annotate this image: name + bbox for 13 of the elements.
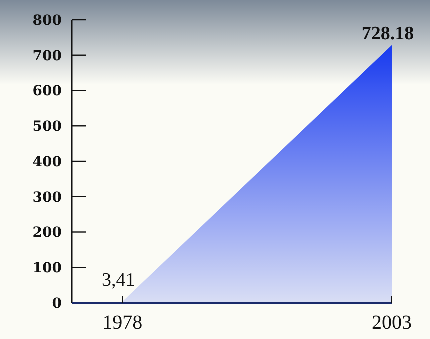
y-tick-label: 700 (32, 48, 62, 64)
x-tick-label: 2003 (372, 312, 412, 334)
y-tick-label: 300 (32, 190, 62, 206)
y-tick-label: 500 (32, 119, 62, 136)
y-tick-label: 400 (32, 154, 62, 170)
y-tick-label: 800 (32, 12, 62, 29)
y-tick-label: 100 (32, 260, 62, 277)
data-label: 728.18 (362, 23, 414, 44)
y-tick-label: 600 (32, 84, 62, 100)
y-tick-label: 0 (52, 296, 62, 312)
y-tick-label: 200 (32, 225, 62, 242)
x-tick-label: 1978 (102, 312, 143, 334)
data-label: 3,41 (102, 270, 136, 291)
